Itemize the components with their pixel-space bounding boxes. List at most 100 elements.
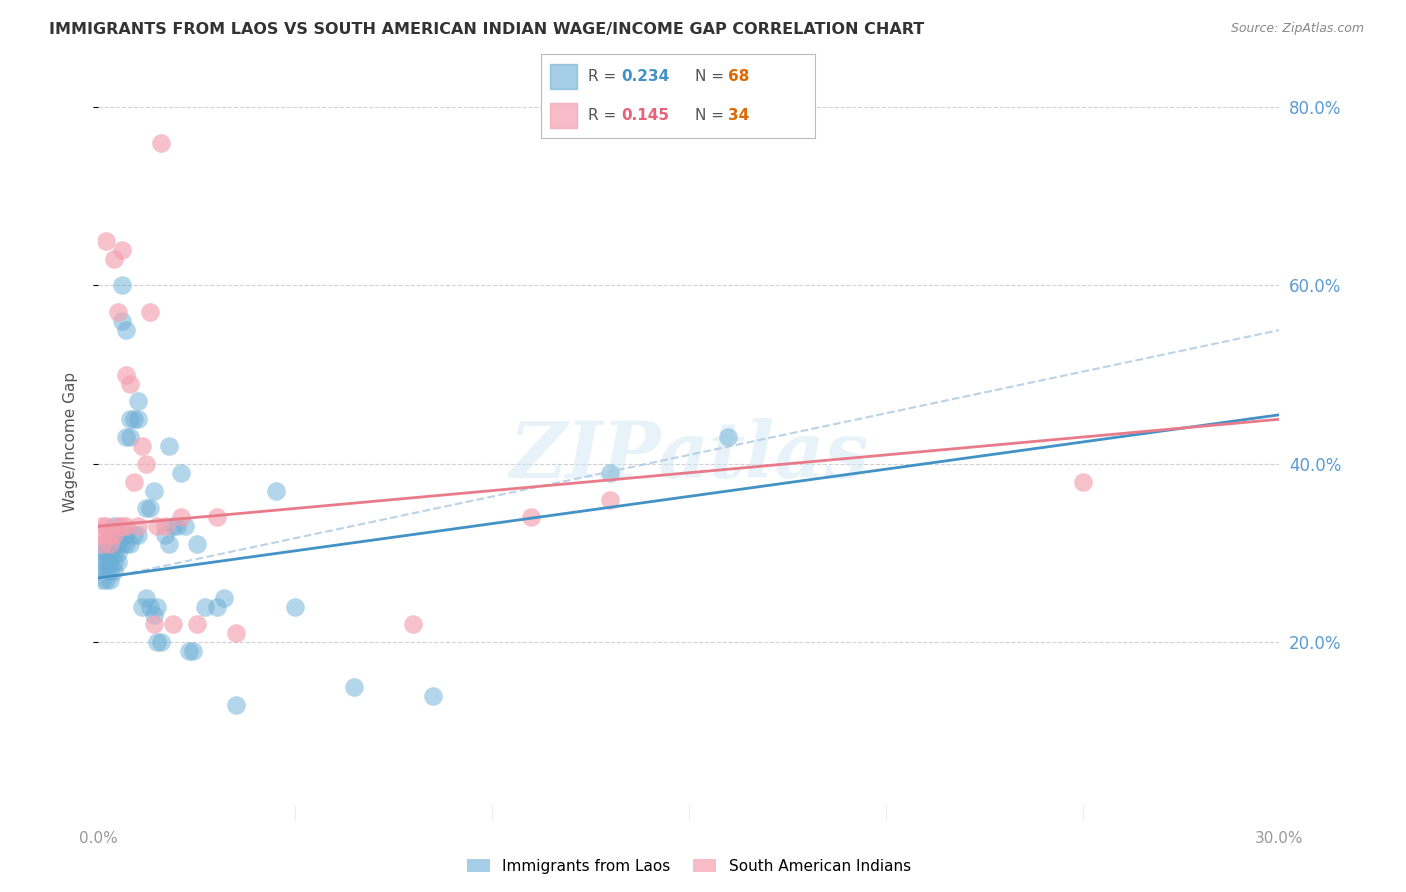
Point xyxy=(127,528,149,542)
Point xyxy=(91,546,114,560)
Point xyxy=(115,430,138,444)
Point xyxy=(96,546,118,560)
Point xyxy=(96,519,118,533)
Point xyxy=(146,519,169,533)
Point xyxy=(98,528,121,542)
Text: IMMIGRANTS FROM LAOS VS SOUTH AMERICAN INDIAN WAGE/INCOME GAP CORRELATION CHART: IMMIGRANTS FROM LAOS VS SOUTH AMERICAN I… xyxy=(49,22,925,37)
Text: ZIPatlas: ZIPatlas xyxy=(509,418,869,495)
Point xyxy=(115,323,138,337)
Point xyxy=(107,305,129,319)
Text: 0.145: 0.145 xyxy=(621,108,669,123)
Point xyxy=(717,430,740,444)
Point xyxy=(138,501,160,516)
Point xyxy=(91,537,114,551)
Point xyxy=(96,234,118,248)
Point xyxy=(157,537,180,551)
Point xyxy=(162,519,184,533)
Point xyxy=(162,617,184,632)
Point xyxy=(186,617,208,632)
Point xyxy=(91,555,114,569)
Point xyxy=(186,537,208,551)
Point xyxy=(142,483,165,498)
Text: N =: N = xyxy=(695,108,728,123)
Point xyxy=(127,394,149,409)
Point xyxy=(115,519,138,533)
Point xyxy=(422,689,444,703)
Bar xyxy=(550,103,576,128)
Text: 0.234: 0.234 xyxy=(621,69,669,84)
Point xyxy=(205,599,228,614)
Y-axis label: Wage/Income Gap: Wage/Income Gap xyxy=(63,371,77,512)
Point xyxy=(98,546,121,560)
Point xyxy=(131,439,153,453)
Point xyxy=(155,528,177,542)
Text: R =: R = xyxy=(588,69,621,84)
Point xyxy=(103,528,125,542)
Point xyxy=(138,305,160,319)
Point xyxy=(107,537,129,551)
Point xyxy=(103,537,125,551)
Point xyxy=(122,528,145,542)
Point xyxy=(98,555,121,569)
Point xyxy=(127,519,149,533)
Point xyxy=(142,608,165,623)
Legend: Immigrants from Laos, South American Indians: Immigrants from Laos, South American Ind… xyxy=(460,851,918,881)
Point xyxy=(107,528,129,542)
Point xyxy=(402,617,425,632)
Point xyxy=(111,243,134,257)
Text: N =: N = xyxy=(695,69,728,84)
Point xyxy=(214,591,236,605)
Point xyxy=(107,546,129,560)
Point xyxy=(98,537,121,551)
Point xyxy=(599,466,621,480)
Point xyxy=(150,635,173,649)
Point xyxy=(98,564,121,578)
Point xyxy=(157,439,180,453)
Point xyxy=(96,537,118,551)
Point xyxy=(225,626,247,640)
Point xyxy=(111,537,134,551)
Point xyxy=(135,591,157,605)
Point xyxy=(115,528,138,542)
Point xyxy=(96,573,118,587)
Point xyxy=(142,617,165,632)
Point xyxy=(138,599,160,614)
Point xyxy=(103,519,125,533)
Point xyxy=(107,555,129,569)
Point xyxy=(122,412,145,426)
Point xyxy=(118,412,141,426)
Point xyxy=(155,519,177,533)
Point xyxy=(111,278,134,293)
Point xyxy=(98,528,121,542)
Point xyxy=(194,599,217,614)
Point xyxy=(146,599,169,614)
Point xyxy=(96,564,118,578)
Point xyxy=(170,510,193,524)
Point xyxy=(225,698,247,712)
Point xyxy=(181,644,204,658)
Text: Source: ZipAtlas.com: Source: ZipAtlas.com xyxy=(1230,22,1364,36)
Point xyxy=(91,564,114,578)
Text: 68: 68 xyxy=(728,69,749,84)
Point xyxy=(166,519,188,533)
Point xyxy=(91,528,114,542)
Point xyxy=(146,635,169,649)
Point xyxy=(115,537,138,551)
Point xyxy=(118,537,141,551)
Point xyxy=(170,466,193,480)
Point xyxy=(177,644,200,658)
Point xyxy=(91,519,114,533)
Point xyxy=(115,368,138,382)
Point xyxy=(284,599,307,614)
Point xyxy=(135,457,157,471)
Point xyxy=(98,573,121,587)
Bar xyxy=(550,63,576,89)
Point xyxy=(103,564,125,578)
Point xyxy=(520,510,543,524)
Point xyxy=(118,430,141,444)
Point xyxy=(96,555,118,569)
Point xyxy=(343,680,366,694)
Text: R =: R = xyxy=(588,108,621,123)
Point xyxy=(103,546,125,560)
Point xyxy=(131,599,153,614)
